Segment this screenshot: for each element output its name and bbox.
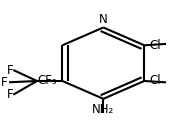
Text: N: N bbox=[99, 13, 108, 26]
Text: NH₂: NH₂ bbox=[92, 103, 114, 116]
Text: F: F bbox=[7, 88, 13, 101]
Text: Cl: Cl bbox=[150, 74, 161, 88]
Text: F: F bbox=[7, 64, 13, 76]
Text: Cl: Cl bbox=[150, 39, 161, 52]
Text: CF₃: CF₃ bbox=[37, 74, 57, 88]
Text: F: F bbox=[1, 76, 8, 89]
